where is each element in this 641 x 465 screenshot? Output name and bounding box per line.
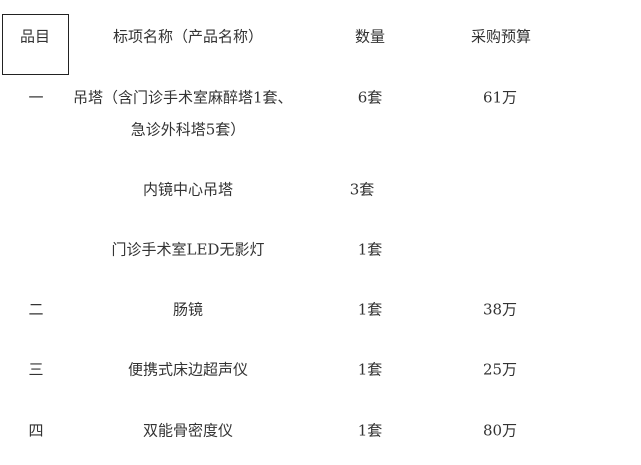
header-qty: 数量 bbox=[354, 27, 386, 46]
row-6-name: 双能骨密度仪 bbox=[142, 421, 234, 440]
row-4-budget: 38万 bbox=[482, 300, 518, 319]
row-6-budget: 80万 bbox=[482, 421, 518, 440]
row-1-name-line2: 急诊外科塔5套） bbox=[130, 120, 246, 139]
row-4-qty: 1套 bbox=[357, 300, 383, 319]
row-5-budget: 25万 bbox=[482, 360, 518, 379]
row-4-name: 肠镜 bbox=[172, 300, 204, 319]
row-3-qty: 1套 bbox=[357, 240, 383, 259]
row-5-item: 三 bbox=[28, 360, 44, 379]
row-1-qty: 6套 bbox=[357, 88, 383, 107]
row-5-name: 便携式床边超声仪 bbox=[127, 360, 249, 379]
header-name: 标项名称（产品名称） bbox=[112, 27, 264, 46]
row-6-qty: 1套 bbox=[357, 421, 383, 440]
row-5-qty: 1套 bbox=[357, 360, 383, 379]
row-2-qty: 3套 bbox=[349, 180, 375, 199]
row-1-budget: 61万 bbox=[482, 88, 518, 107]
row-2-name: 内镜中心吊塔 bbox=[142, 180, 234, 199]
header-item: 品目 bbox=[19, 27, 51, 46]
row-1-name-line1: 吊塔（含门诊手术室麻醉塔1套、 bbox=[73, 88, 293, 107]
row-1-item: 一 bbox=[28, 88, 44, 107]
header-item-cell-border bbox=[2, 14, 69, 75]
row-3-name: 门诊手术室LED无影灯 bbox=[111, 240, 265, 259]
header-budget: 采购预算 bbox=[470, 27, 532, 46]
row-6-item: 四 bbox=[28, 421, 44, 440]
row-4-item: 二 bbox=[28, 300, 44, 319]
